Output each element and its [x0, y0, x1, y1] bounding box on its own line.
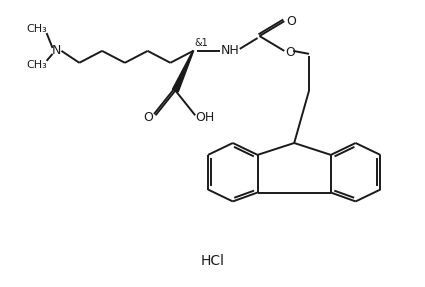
Text: OH: OH [196, 111, 215, 124]
Text: CH₃: CH₃ [26, 24, 47, 34]
Text: &1: &1 [194, 38, 208, 48]
Text: HCl: HCl [201, 254, 225, 268]
Text: O: O [286, 15, 296, 28]
Text: NH: NH [221, 44, 239, 57]
Text: CH₃: CH₃ [26, 60, 47, 70]
Polygon shape [173, 51, 193, 92]
Text: O: O [285, 46, 295, 59]
Text: N: N [52, 44, 61, 57]
Text: O: O [144, 111, 153, 124]
